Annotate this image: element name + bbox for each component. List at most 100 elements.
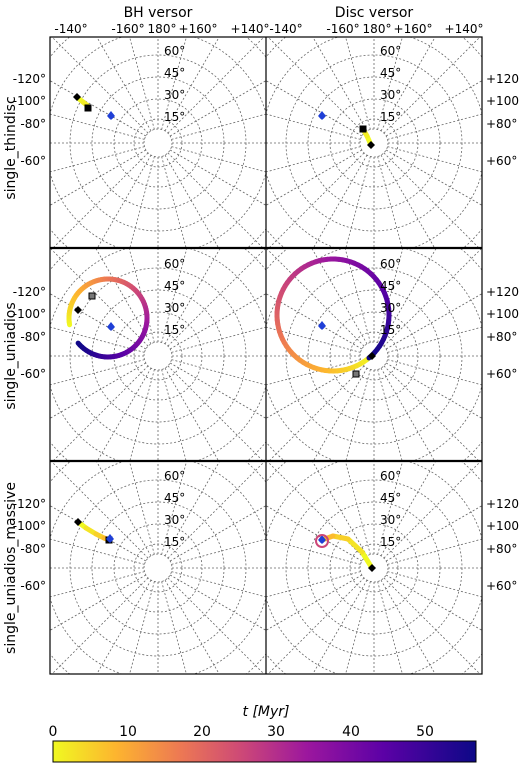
colorbar-tick: 50 bbox=[416, 724, 434, 740]
grid-meridian bbox=[168, 153, 300, 285]
grid-meridian bbox=[168, 578, 300, 710]
top-tick-label: 180° bbox=[363, 22, 392, 36]
grid-meridian bbox=[381, 580, 474, 741]
end-marker bbox=[85, 105, 91, 111]
row-title-uniadios: single_uniadios bbox=[3, 302, 19, 409]
grid-meridian bbox=[17, 153, 149, 285]
left-tick-label: -120° bbox=[13, 72, 46, 86]
grid-meridian bbox=[384, 578, 516, 710]
column-title-disc: Disc versor bbox=[335, 5, 414, 21]
versor-marker bbox=[319, 323, 325, 329]
grid-meridian bbox=[106, 370, 154, 550]
lat-label: 15° bbox=[380, 110, 401, 124]
lat-label: 15° bbox=[164, 110, 185, 124]
grid-meridian bbox=[322, 163, 370, 343]
grid-meridian bbox=[322, 370, 370, 550]
grid-circle bbox=[20, 218, 296, 494]
top-tick-label: -160° bbox=[326, 22, 359, 36]
right-tick-label: +100° bbox=[486, 519, 520, 533]
colorbar-tick: 10 bbox=[119, 724, 137, 740]
grid-meridian bbox=[201, 468, 362, 561]
lat-label: 45° bbox=[164, 66, 185, 80]
top-tick-label: +160° bbox=[179, 22, 218, 36]
panel-single-uniadios-massive-disc bbox=[174, 368, 520, 764]
right-tick-label: +60° bbox=[486, 154, 517, 168]
grid-meridian bbox=[17, 578, 149, 710]
column-title-bh: BH versor bbox=[124, 5, 193, 21]
panel-single-uniadios-massive-bh bbox=[0, 368, 358, 764]
colorbar-label: t [Myr] bbox=[243, 704, 290, 720]
lat-label: 30° bbox=[164, 88, 185, 102]
grid-meridian bbox=[322, 375, 370, 555]
lat-label: 30° bbox=[380, 513, 401, 527]
lat-label: 45° bbox=[380, 491, 401, 505]
lat-label: 45° bbox=[164, 491, 185, 505]
lat-label: 30° bbox=[164, 301, 185, 315]
top-tick-label: +160° bbox=[394, 22, 433, 36]
lat-label: 45° bbox=[380, 279, 401, 293]
right-tick-label: +80° bbox=[486, 117, 517, 131]
row-title-thindisc: single_thindisc bbox=[3, 96, 19, 199]
colorbar-tick: 30 bbox=[267, 724, 285, 740]
right-tick-label: +120° bbox=[486, 285, 520, 299]
grid-meridian bbox=[172, 147, 352, 195]
grid-meridian bbox=[58, 183, 151, 344]
versor-marker bbox=[319, 113, 325, 119]
grid-meridian bbox=[170, 363, 331, 456]
grid-meridian bbox=[168, 366, 300, 498]
grid-meridian bbox=[384, 427, 516, 559]
grid-meridian bbox=[181, 147, 361, 195]
grid-circle bbox=[209, 0, 520, 308]
left-tick-label: -80° bbox=[20, 330, 46, 344]
grid-meridian bbox=[168, 427, 300, 559]
left-tick-label: -80° bbox=[20, 542, 46, 556]
panel-single-thindisc-disc bbox=[174, 0, 520, 343]
grid-meridian bbox=[170, 575, 331, 668]
right-tick-label: +60° bbox=[486, 579, 517, 593]
right-tick-label: +80° bbox=[486, 330, 517, 344]
left-tick-label: -60° bbox=[20, 579, 46, 593]
grid-meridian bbox=[201, 363, 362, 456]
left-tick-label: -60° bbox=[20, 154, 46, 168]
grid-meridian bbox=[17, 427, 149, 559]
grid-meridian bbox=[106, 375, 154, 555]
lat-label: 15° bbox=[380, 323, 401, 337]
grid-circle bbox=[20, 430, 296, 706]
lat-label: 60° bbox=[380, 469, 401, 483]
end-marker bbox=[353, 371, 359, 377]
right-tick-label: +120° bbox=[486, 72, 520, 86]
top-tick-label: -160° bbox=[111, 22, 144, 36]
grid-meridian bbox=[181, 360, 361, 408]
grid-meridian bbox=[17, 215, 149, 347]
grid-meridian bbox=[181, 572, 361, 620]
grid-meridian bbox=[378, 375, 426, 555]
grid-circle bbox=[236, 5, 512, 281]
versor-marker bbox=[107, 536, 113, 542]
versor-marker bbox=[108, 113, 114, 119]
colorbar bbox=[53, 741, 476, 762]
lat-label: 60° bbox=[164, 44, 185, 58]
end-marker bbox=[89, 293, 95, 299]
grid-meridian bbox=[170, 150, 331, 243]
grid-meridian bbox=[181, 304, 361, 352]
lat-label: 30° bbox=[164, 513, 185, 527]
lat-label: 45° bbox=[164, 279, 185, 293]
grid-meridian bbox=[58, 580, 151, 741]
top-ticks-disc: -140° -160° 180° +160° +140° bbox=[269, 22, 483, 36]
grid-meridian bbox=[233, 153, 365, 285]
grid-meridian bbox=[384, 215, 516, 347]
grid-meridian bbox=[170, 43, 331, 136]
grid-meridian bbox=[201, 575, 362, 668]
left-tick-label: -80° bbox=[20, 117, 46, 131]
top-tick-label: 180° bbox=[148, 22, 177, 36]
lat-label: 60° bbox=[380, 257, 401, 271]
grid-meridian bbox=[322, 157, 370, 337]
grid-circle bbox=[20, 5, 296, 281]
grid-circle bbox=[0, 0, 323, 308]
colorbar-tick: 0 bbox=[49, 724, 58, 740]
lat-label: 15° bbox=[164, 323, 185, 337]
grid-meridian bbox=[170, 468, 331, 561]
lat-label: 15° bbox=[380, 535, 401, 549]
grid-meridian bbox=[201, 43, 362, 136]
